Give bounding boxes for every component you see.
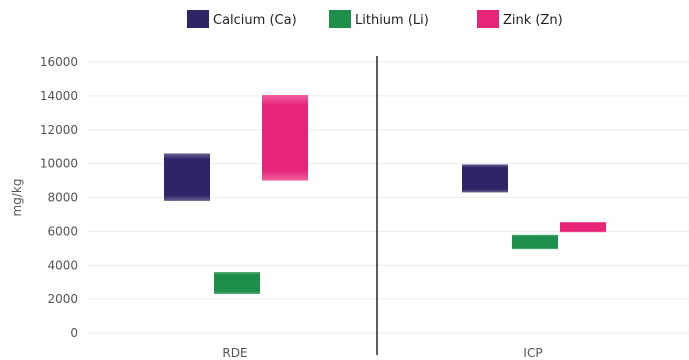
y-tick-label: 16000: [40, 55, 78, 69]
range-bar: [164, 153, 210, 201]
range-bar: [262, 95, 308, 181]
range-bar: [512, 234, 558, 250]
legend-label: Calcium (Ca): [213, 13, 297, 28]
y-tick-label: 4000: [47, 258, 78, 272]
range-bar: [560, 222, 606, 233]
y-axis-title: mg/kg: [10, 179, 24, 217]
x-axis-categories: RDE ICP: [222, 346, 542, 360]
y-tick-label: 0: [70, 326, 78, 340]
legend-swatch: [477, 10, 499, 28]
legend-item: Zink (Zn): [477, 10, 563, 28]
legend-label: Zink (Zn): [503, 13, 563, 28]
y-tick-label: 14000: [40, 89, 78, 103]
legend: Calcium (Ca) Lithium (Li) Zink (Zn): [187, 10, 563, 28]
y-tick-label: 8000: [47, 191, 78, 205]
y-tick-label: 6000: [47, 224, 78, 238]
legend-label: Lithium (Li): [355, 13, 429, 28]
range-bar: [462, 164, 508, 193]
legend-item: Lithium (Li): [329, 10, 429, 28]
legend-item: Calcium (Ca): [187, 10, 297, 28]
x-category-label: RDE: [222, 346, 247, 360]
range-bar: [214, 272, 260, 295]
y-tick-label: 10000: [40, 157, 78, 171]
x-category-label: ICP: [523, 346, 542, 360]
bars: [164, 95, 606, 295]
y-tick-label: 12000: [40, 123, 78, 137]
legend-swatch: [329, 10, 351, 28]
legend-swatch: [187, 10, 209, 28]
y-axis: 0 2000 4000 6000 8000 10000 12000 14000 16000: [40, 55, 78, 340]
y-tick-label: 2000: [47, 292, 78, 306]
